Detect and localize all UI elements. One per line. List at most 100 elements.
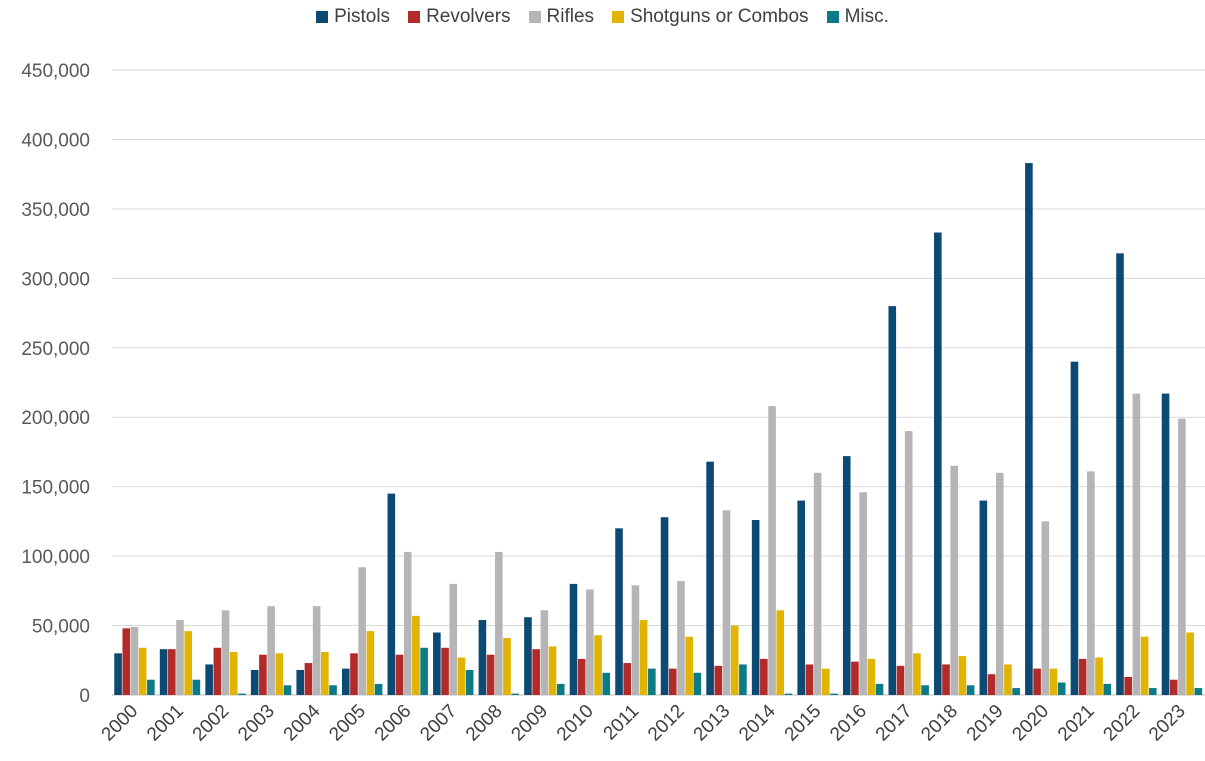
bar-pistols-2003 [250,670,259,695]
bar-pistols-2015 [797,500,805,695]
x-tick-label: 2007 [416,701,461,746]
bar-misc-2006 [420,647,428,695]
bar-misc-2014 [784,693,793,695]
bar-rifles-2007 [449,583,458,695]
bar-pistols-2008 [478,620,487,695]
bar-revolvers-2020 [1033,668,1041,695]
bar-misc-2023 [1194,688,1203,695]
bar-pistols-2019 [979,500,988,695]
legend-swatch [826,11,839,23]
bar-rifles-2017 [904,431,913,695]
bar-pistols-2005 [341,668,350,695]
bar-misc-2016 [875,683,884,695]
bar-revolvers-2009 [532,649,540,695]
x-tick-label: 2014 [735,700,780,745]
legend-label: Pistols [334,6,391,27]
bar-rifles-2019 [995,472,1004,695]
legend-swatch [316,11,329,23]
bar-misc-2017 [921,685,929,695]
bar-shotguns-or-combos-2013 [730,625,739,695]
bar-misc-2022 [1148,688,1157,695]
bar-rifles-2014 [768,406,776,695]
bar-rifles-2008 [495,551,503,695]
y-tick-label: 200,000 [21,408,90,429]
bar-rifles-2001 [176,620,184,695]
bar-misc-2008 [511,693,519,695]
x-tick-label: 2016 [826,701,871,746]
bar-shotguns-or-combos-2023 [1186,632,1194,695]
bar-revolvers-2004 [304,663,313,695]
bar-shotguns-or-combos-2014 [776,610,785,695]
bar-misc-2021 [1103,683,1112,695]
bar-revolvers-2006 [395,654,404,695]
y-tick-label: 250,000 [21,339,90,360]
bar-revolvers-2007 [441,647,449,695]
bar-pistols-2023 [1161,393,1170,695]
bar-rifles-2018 [950,465,959,695]
bar-revolvers-2022 [1124,676,1132,695]
bar-rifles-2009 [540,610,549,695]
bar-pistols-2017 [888,306,897,695]
bar-misc-2015 [830,693,838,695]
bar-revolvers-2017 [896,665,905,695]
bar-shotguns-or-combos-2021 [1095,657,1103,695]
bar-revolvers-2011 [623,663,632,695]
bar-pistols-2010 [569,583,578,695]
bar-revolvers-2023 [1169,679,1178,695]
bar-rifles-2021 [1087,471,1095,695]
x-tick-label: 2023 [1145,701,1190,746]
y-tick-label: 0 [79,686,90,707]
bar-misc-2018 [966,685,975,695]
y-tick-label: 450,000 [21,61,90,82]
bar-revolvers-2016 [851,661,859,695]
bar-misc-2020 [1057,682,1066,695]
bar-shotguns-or-combos-2010 [594,635,602,695]
bar-shotguns-or-combos-2019 [1004,664,1012,695]
bar-pistols-2022 [1116,253,1124,695]
bar-rifles-2022 [1132,393,1141,695]
bar-revolvers-2001 [168,649,176,695]
bar-shotguns-or-combos-2006 [412,615,420,695]
bar-shotguns-or-combos-2008 [503,638,511,695]
bar-misc-2003 [283,685,292,695]
x-tick-label: 2013 [690,701,735,746]
x-tick-label: 2012 [644,701,689,746]
x-tick-label: 2003 [234,701,279,746]
bar-shotguns-or-combos-2004 [321,651,329,695]
bar-rifles-2013 [722,510,731,695]
y-tick-label: 400,000 [21,130,90,151]
x-tick-label: 2018 [917,701,962,746]
bar-rifles-2005 [358,567,366,695]
bar-pistols-2018 [934,232,942,695]
x-tick-label: 2001 [143,701,188,746]
bar-rifles-2015 [813,472,822,695]
x-tick-label: 2004 [280,700,325,745]
x-tick-label: 2017 [872,701,917,746]
x-tick-label: 2000 [98,701,143,746]
bar-misc-2002 [238,693,246,695]
bar-revolvers-2010 [577,658,586,695]
bar-pistols-2016 [842,456,851,695]
x-tick-label: 2008 [462,701,507,746]
bar-pistols-2009 [524,617,532,695]
bar-misc-2010 [602,672,611,695]
bar-rifles-2011 [631,585,640,695]
legend-swatch [528,11,541,23]
bar-misc-2004 [329,685,337,695]
bar-misc-2011 [648,668,656,695]
bar-pistols-2004 [296,670,305,695]
bar-shotguns-or-combos-2017 [913,653,921,695]
bar-pistols-2011 [615,528,623,695]
bar-shotguns-or-combos-2018 [958,656,967,695]
bar-rifles-2002 [221,610,230,695]
bar-shotguns-or-combos-2002 [229,651,238,695]
bar-rifles-2012 [677,581,685,695]
bar-revolvers-2014 [760,658,768,695]
bar-shotguns-or-combos-2011 [639,620,648,695]
legend-swatch [408,11,421,23]
bar-rifles-2010 [586,589,594,695]
legend-item: Shotguns or Combos [612,6,809,28]
bar-pistols-2014 [751,520,760,695]
x-tick-label: 2006 [371,701,416,746]
